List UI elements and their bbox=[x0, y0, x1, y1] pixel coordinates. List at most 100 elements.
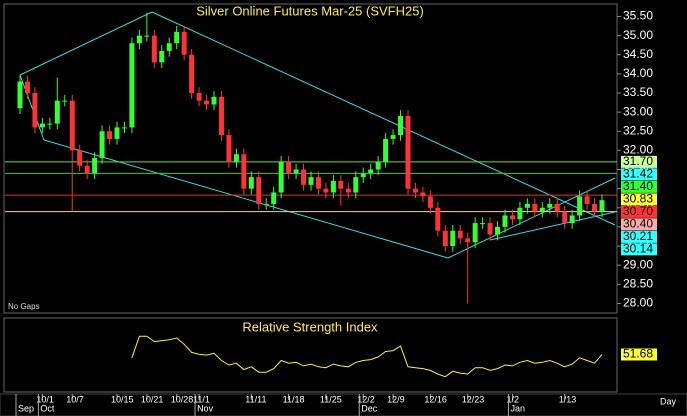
candle-body bbox=[375, 161, 381, 170]
y-tick-label: 28.50 bbox=[623, 276, 653, 290]
y-tick-label: 32.00 bbox=[623, 143, 653, 157]
y-tick-label: 29.00 bbox=[623, 257, 653, 271]
x-unit: Day bbox=[660, 396, 677, 406]
candle-body bbox=[562, 211, 568, 224]
candle-body bbox=[189, 54, 195, 93]
candle-body bbox=[420, 192, 426, 197]
candle-body bbox=[353, 177, 359, 193]
rsi-label: 51.68 bbox=[623, 347, 653, 361]
level-label: 31.40 bbox=[623, 179, 653, 193]
candle-body bbox=[99, 131, 105, 159]
candle-body bbox=[405, 115, 411, 189]
rsi-title: Relative Strength Index bbox=[242, 319, 378, 334]
candle-body bbox=[248, 177, 254, 189]
y-tick-label: 35.50 bbox=[623, 9, 653, 23]
candle-body bbox=[241, 154, 247, 189]
candle-body bbox=[204, 100, 210, 105]
candle-body bbox=[211, 96, 217, 105]
candle-body bbox=[308, 177, 314, 185]
candle-body bbox=[159, 50, 165, 63]
candle-body bbox=[271, 192, 277, 204]
candle-body bbox=[509, 215, 515, 220]
candle-body bbox=[17, 81, 23, 109]
level-label: 31.70 bbox=[623, 154, 653, 168]
y-tick-label: 33.00 bbox=[623, 104, 653, 118]
trendline bbox=[19, 11, 153, 76]
x-tick-label: 10/28 bbox=[171, 394, 194, 404]
candle-body bbox=[286, 161, 292, 174]
month-label: Sep bbox=[18, 403, 34, 413]
rsi-box bbox=[621, 348, 657, 361]
x-tick-label: 1/2 bbox=[506, 394, 519, 404]
trendline bbox=[151, 11, 616, 226]
y-tick-label: 33.50 bbox=[623, 85, 653, 99]
y-tick-label: 35.00 bbox=[623, 28, 653, 42]
candle-body bbox=[315, 177, 321, 189]
y-tick-label: 28.00 bbox=[623, 296, 653, 310]
candle-body bbox=[62, 100, 68, 102]
candle-body bbox=[495, 226, 501, 235]
candle-body bbox=[383, 138, 389, 162]
time-axis bbox=[0, 393, 687, 416]
candle-body bbox=[547, 203, 553, 208]
rsi-panel bbox=[3, 317, 618, 393]
level-label: 30.14 bbox=[623, 242, 653, 256]
level-box bbox=[621, 168, 657, 181]
level-label: 30.21 bbox=[623, 229, 653, 243]
candle-body bbox=[151, 35, 157, 63]
x-tick-label: 10/7 bbox=[66, 394, 84, 404]
candle-body bbox=[442, 230, 448, 247]
candle-body bbox=[39, 123, 45, 128]
candle-body bbox=[256, 177, 262, 204]
candle-body bbox=[472, 223, 478, 243]
candle-body bbox=[480, 223, 486, 225]
candle-body bbox=[226, 135, 232, 162]
y-tick-label: 34.50 bbox=[623, 47, 653, 61]
candle-body bbox=[584, 196, 590, 204]
candle-body bbox=[465, 238, 471, 243]
level-box bbox=[621, 155, 657, 168]
x-tick-label: 1/13 bbox=[559, 394, 577, 404]
price-panel bbox=[3, 3, 618, 314]
y-tick-label: 34.00 bbox=[623, 66, 653, 80]
x-tick-label: 12/9 bbox=[387, 394, 405, 404]
candle-body bbox=[92, 158, 98, 174]
x-tick-label: 12/23 bbox=[462, 394, 485, 404]
x-tick-label: 10/1 bbox=[36, 394, 54, 404]
candle-body bbox=[599, 200, 605, 212]
candle-body bbox=[233, 154, 239, 162]
x-tick-label: 10/15 bbox=[111, 394, 134, 404]
candle-body bbox=[487, 223, 493, 235]
candle-body bbox=[554, 203, 560, 212]
candle-body bbox=[144, 35, 150, 37]
candle-body bbox=[539, 207, 545, 212]
candle-body bbox=[390, 135, 396, 139]
x-tick-label: 12/16 bbox=[424, 394, 447, 404]
candle-body bbox=[181, 31, 187, 55]
trendline bbox=[19, 74, 45, 141]
candle-body bbox=[24, 81, 30, 93]
candle-body bbox=[84, 165, 90, 174]
candle-body bbox=[293, 169, 299, 174]
x-tick-label: 11/11 bbox=[245, 394, 266, 404]
candle-body bbox=[77, 150, 83, 166]
month-label: Oct bbox=[40, 403, 55, 413]
trendline bbox=[43, 139, 449, 259]
candle-body bbox=[524, 203, 530, 208]
candle-body bbox=[278, 161, 284, 193]
candle-body bbox=[532, 203, 538, 212]
month-label: Jan bbox=[510, 403, 525, 413]
candle-body bbox=[338, 181, 344, 189]
level-box bbox=[621, 193, 657, 206]
y-tick-label: 32.50 bbox=[623, 123, 653, 137]
candle-body bbox=[457, 230, 463, 239]
x-tick-label: 11/1 bbox=[193, 394, 210, 404]
candle-body bbox=[69, 100, 75, 151]
candle-body bbox=[450, 230, 456, 247]
candle-body bbox=[398, 115, 404, 136]
level-box bbox=[621, 205, 657, 218]
candle-body bbox=[32, 93, 38, 128]
chart-title: Silver Online Futures Mar-25 (SVFH25) bbox=[196, 3, 424, 18]
level-box bbox=[621, 230, 657, 243]
candle-body bbox=[517, 207, 523, 220]
